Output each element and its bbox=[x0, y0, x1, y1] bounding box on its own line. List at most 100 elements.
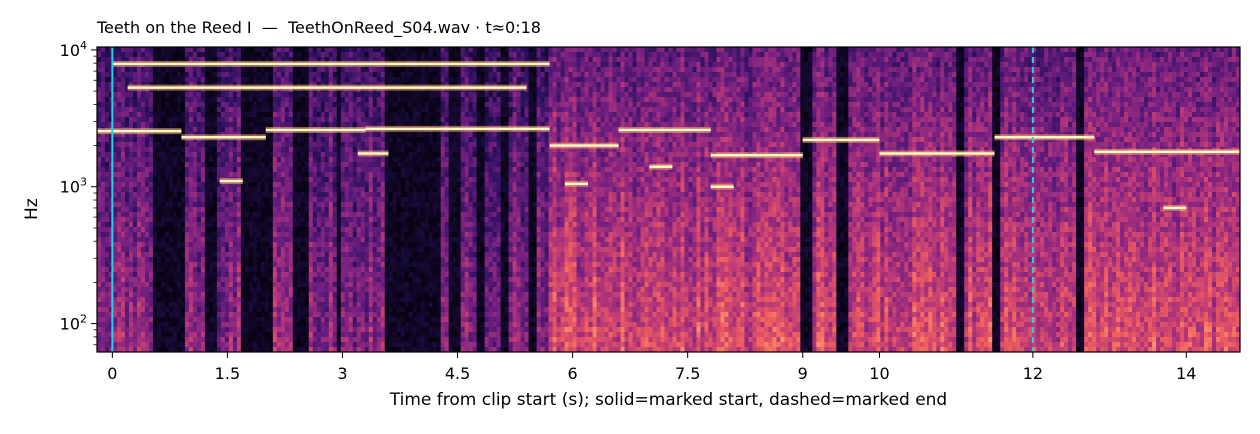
spectrogram-cell bbox=[376, 307, 382, 313]
spectrogram-cell bbox=[208, 287, 214, 293]
spectrogram-cell bbox=[240, 222, 246, 228]
spectrogram-cell bbox=[224, 72, 230, 78]
spectrogram-cell bbox=[172, 47, 178, 53]
spectrogram-cell bbox=[240, 342, 246, 348]
spectrogram-cell bbox=[124, 312, 130, 318]
spectrogram-cell bbox=[340, 142, 346, 148]
spectrogram-cell bbox=[352, 107, 358, 113]
spectrogram-cell bbox=[348, 317, 354, 323]
spectrogram-cell bbox=[196, 67, 202, 73]
spectrogram-cell bbox=[236, 77, 242, 83]
spectrogram-cell bbox=[380, 182, 386, 188]
spectrogram-cell bbox=[101, 177, 106, 183]
spectrogram-cell bbox=[300, 277, 306, 283]
spectrogram-cell bbox=[192, 72, 198, 78]
spectrogram-cell bbox=[204, 277, 210, 283]
spectrogram-cell bbox=[248, 347, 254, 352]
spectrogram-cell bbox=[392, 347, 398, 352]
spectrogram-cell bbox=[292, 277, 298, 283]
spectrogram-cell bbox=[224, 322, 230, 328]
spectrogram-cell bbox=[288, 257, 294, 263]
spectrogram-cell bbox=[412, 232, 418, 238]
spectrogram-cell bbox=[120, 97, 126, 103]
spectrogram-cell bbox=[112, 212, 118, 218]
spectrogram-cell bbox=[316, 227, 322, 233]
spectrogram-cell bbox=[376, 257, 382, 263]
spectrogram-cell bbox=[300, 107, 306, 113]
spectrogram-cell bbox=[148, 247, 154, 253]
spectrogram-cell bbox=[400, 52, 406, 58]
spectrogram-cell bbox=[368, 227, 374, 233]
spectrogram-cell bbox=[236, 222, 242, 228]
spectrogram-cell bbox=[348, 322, 354, 328]
spectrogram-cell bbox=[220, 282, 226, 288]
spectrogram-cell bbox=[408, 192, 414, 198]
spectrogram-cell bbox=[348, 187, 354, 193]
spectrogram-cell bbox=[172, 117, 178, 123]
spectrogram-cell bbox=[336, 262, 342, 268]
spectrogram-cell bbox=[140, 162, 146, 168]
spectrogram-cell bbox=[124, 137, 130, 143]
spectrogram-cell bbox=[248, 97, 254, 103]
spectrogram-cell bbox=[288, 77, 294, 83]
spectrogram-cell bbox=[104, 197, 110, 203]
spectrogram-cell bbox=[368, 47, 374, 53]
spectrogram-cell bbox=[180, 307, 186, 313]
spectrogram-cell bbox=[176, 47, 182, 53]
spectrogram-cell bbox=[144, 112, 150, 118]
spectrogram-cell bbox=[312, 347, 318, 352]
spectrogram-cell bbox=[228, 332, 234, 338]
spectrogram-cell bbox=[140, 212, 146, 218]
spectrogram-cell bbox=[144, 342, 150, 348]
spectrogram-cell bbox=[228, 147, 234, 153]
spectrogram-cell bbox=[420, 182, 426, 188]
spectrogram-cell bbox=[208, 157, 214, 163]
spectrogram-cell bbox=[97, 62, 102, 68]
spectrogram-cell bbox=[196, 257, 202, 263]
spectrogram-cell bbox=[288, 192, 294, 198]
spectrogram-cell bbox=[192, 212, 198, 218]
spectrogram-cell bbox=[392, 272, 398, 278]
spectrogram-cell bbox=[304, 72, 310, 78]
spectrogram-cell bbox=[156, 72, 162, 78]
spectrogram-cell bbox=[420, 57, 426, 63]
spectrogram-cell bbox=[104, 97, 110, 103]
spectrogram-cell bbox=[132, 252, 138, 258]
spectrogram-cell bbox=[228, 182, 234, 188]
spectrogram-cell bbox=[184, 97, 190, 103]
spectrogram-cell bbox=[104, 282, 110, 288]
spectrogram-cell bbox=[356, 172, 362, 178]
spectrogram-cell bbox=[160, 172, 166, 178]
spectrogram-cell bbox=[308, 177, 314, 183]
spectrogram-cell bbox=[120, 347, 126, 352]
spectrogram-cell bbox=[408, 152, 414, 158]
spectrogram-cell bbox=[192, 282, 198, 288]
spectrogram-cell bbox=[128, 162, 134, 168]
spectrogram-cell bbox=[240, 297, 246, 303]
spectrogram-cell bbox=[252, 332, 258, 338]
spectrogram-cell bbox=[408, 142, 414, 148]
spectrogram-cell bbox=[204, 337, 210, 343]
spectrogram-cell bbox=[140, 327, 146, 333]
spectrogram-cell bbox=[140, 52, 146, 58]
spectrogram-cell bbox=[112, 342, 118, 348]
spectrogram-cell bbox=[172, 297, 178, 303]
spectrogram-cell bbox=[144, 232, 150, 238]
spectrogram-cell bbox=[272, 222, 278, 228]
spectrogram-cell bbox=[104, 237, 110, 243]
spectrogram-cell bbox=[132, 222, 138, 228]
spectrogram-cell bbox=[416, 92, 422, 98]
spectrogram-cell bbox=[192, 337, 198, 343]
spectrogram-cell bbox=[384, 117, 390, 123]
spectrogram-cell bbox=[288, 332, 294, 338]
spectrogram-cell bbox=[304, 247, 310, 253]
spectrogram-cell bbox=[101, 162, 106, 168]
spectrogram-cell bbox=[104, 82, 110, 88]
spectrogram-cell bbox=[176, 267, 182, 273]
spectrogram-cell bbox=[97, 207, 102, 213]
spectrogram-cell bbox=[288, 322, 294, 328]
spectrogram-cell bbox=[200, 242, 206, 248]
spectrogram-cell bbox=[228, 242, 234, 248]
spectrogram-cell bbox=[364, 207, 370, 213]
spectrogram-cell bbox=[376, 197, 382, 203]
